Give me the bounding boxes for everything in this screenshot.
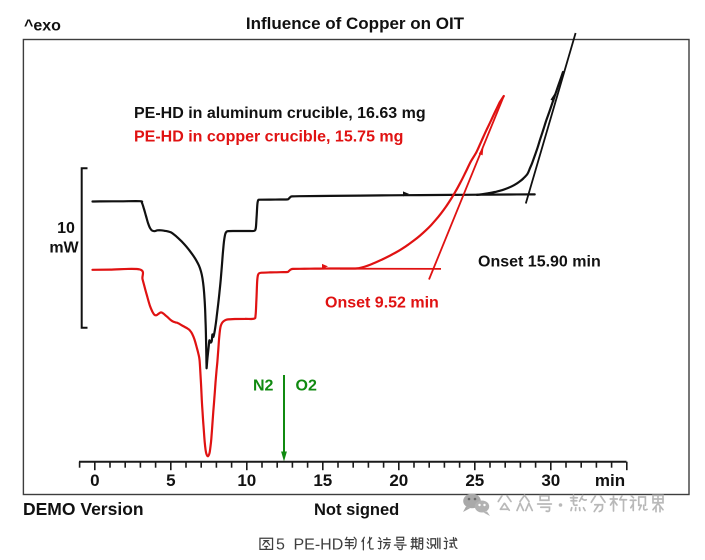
svg-text:PE-HD in copper crucible, 15.7: PE-HD in copper crucible, 15.75 mg <box>134 129 403 146</box>
svg-text:5: 5 <box>276 537 285 554</box>
svg-text:Not signed: Not signed <box>314 501 399 519</box>
svg-text:PE-HD: PE-HD <box>294 537 344 554</box>
svg-text:^exo: ^exo <box>24 18 61 35</box>
svg-text:DEMO Version: DEMO Version <box>23 499 144 519</box>
svg-text:5: 5 <box>166 471 175 490</box>
svg-text:O2: O2 <box>296 377 317 394</box>
svg-text:25: 25 <box>465 471 484 490</box>
svg-text:mW: mW <box>49 240 79 257</box>
svg-text:Influence of Copper on OIT: Influence of Copper on OIT <box>246 14 465 33</box>
svg-text:10: 10 <box>237 471 256 490</box>
svg-text:Onset 15.90 min: Onset 15.90 min <box>478 254 601 271</box>
svg-text:PE-HD in aluminum crucible, 16: PE-HD in aluminum crucible, 16.63 mg <box>134 105 426 122</box>
svg-text:N2: N2 <box>253 377 274 394</box>
svg-text:30: 30 <box>541 471 560 490</box>
svg-text:20: 20 <box>389 471 408 490</box>
svg-text:Onset 9.52 min: Onset 9.52 min <box>325 295 439 312</box>
svg-text:0: 0 <box>90 471 99 490</box>
svg-text:min: min <box>595 471 625 490</box>
svg-text:15: 15 <box>313 471 332 490</box>
svg-text:10: 10 <box>57 220 75 237</box>
